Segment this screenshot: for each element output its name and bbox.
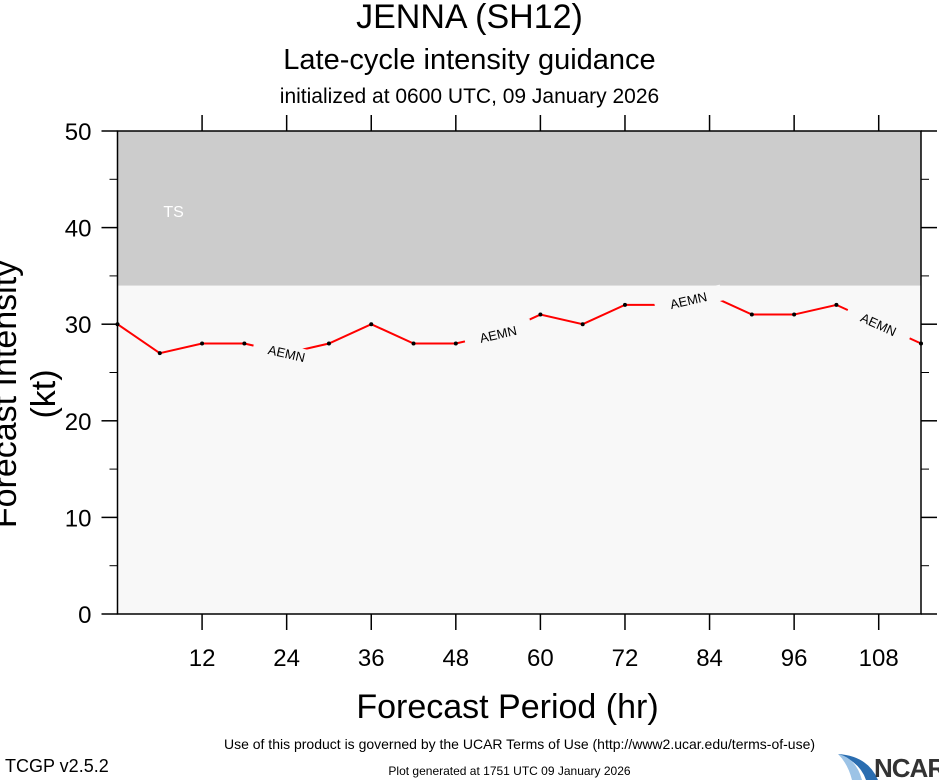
x-tick-label: 96 (781, 645, 808, 672)
ncar-logo-text: NCAR (874, 753, 939, 783)
data-point (242, 341, 247, 346)
chart-init-time: initialized at 0600 UTC, 09 January 2026 (279, 85, 660, 108)
y-axis-label: Forecast Intensity (kt) (0, 259, 63, 529)
data-point (200, 341, 205, 346)
x-tick-label: 24 (273, 645, 300, 672)
y-tick-label: 20 (65, 409, 92, 436)
data-point (749, 312, 754, 317)
series-label-bg (251, 337, 322, 369)
y-tick-label: 0 (78, 602, 91, 629)
chart-subtitle: Late-cycle intensity guidance (283, 44, 656, 76)
data-point (369, 322, 374, 327)
y-tick-label: 40 (65, 216, 92, 243)
series-label-bg (844, 302, 913, 346)
data-point (157, 351, 162, 356)
y-tick-label: 50 (65, 119, 92, 146)
ncar-swoosh-icon (838, 754, 878, 780)
x-tick-label: 108 (859, 645, 899, 672)
x-tick-label: 72 (612, 645, 639, 672)
x-axis-label: Forecast Period (hr) (356, 688, 659, 726)
terms-of-use: Use of this product is governed by the U… (223, 736, 816, 752)
data-point (326, 341, 331, 346)
data-point (453, 341, 458, 346)
x-tick-label: 60 (527, 645, 554, 672)
band-label: TS (163, 204, 183, 221)
y-tick-label: 10 (65, 505, 92, 532)
data-point (411, 341, 416, 346)
data-point (580, 322, 585, 327)
version-label: TCGP v2.5.2 (5, 756, 109, 776)
series-label-bg (463, 318, 534, 350)
y-tick-label: 30 (65, 312, 92, 339)
generated-time: Plot generated at 1751 UTC 09 January 20… (388, 764, 631, 778)
band-ts (117, 131, 921, 286)
data-point (622, 302, 627, 307)
x-tick-label: 36 (358, 645, 385, 672)
data-point (834, 302, 839, 307)
x-tick-label: 48 (442, 645, 469, 672)
data-point (792, 312, 797, 317)
series-label-bg (653, 284, 724, 316)
x-tick-label: 12 (189, 645, 216, 672)
ncar-logo: NCAR (838, 752, 939, 783)
x-tick-label: 84 (696, 645, 723, 672)
data-point (538, 312, 543, 317)
chart-title: JENNA (SH12) (356, 0, 583, 36)
